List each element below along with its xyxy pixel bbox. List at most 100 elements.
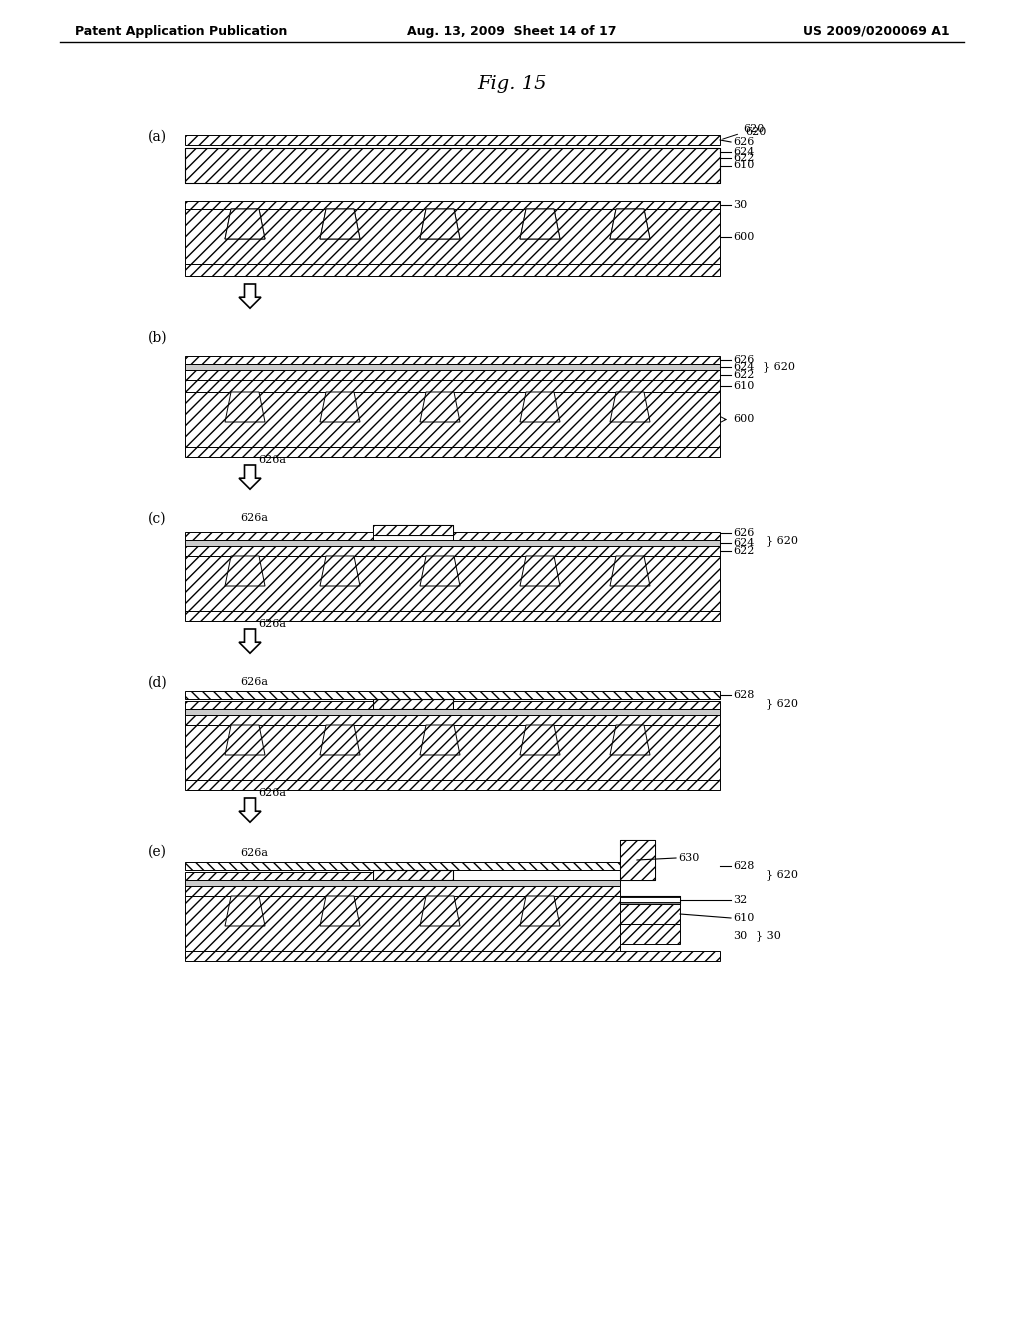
Text: 624: 624 [733,147,755,157]
Polygon shape [319,556,360,586]
Polygon shape [520,896,560,927]
Polygon shape [239,465,261,490]
Text: 610: 610 [733,913,755,923]
Bar [185,896,620,950]
Text: (d): (d) [148,676,168,690]
Bar [185,135,720,145]
Bar [185,532,373,540]
Text: 610: 610 [733,161,755,170]
Polygon shape [225,209,265,239]
Polygon shape [420,209,460,239]
Text: } 620: } 620 [766,870,798,880]
Polygon shape [319,725,360,755]
Bar [185,546,720,556]
Bar [185,149,720,154]
Text: 32: 32 [733,895,748,906]
Text: 622: 622 [733,546,755,556]
Bar [185,873,373,880]
Text: 630: 630 [678,853,699,863]
Polygon shape [225,209,265,239]
Bar [185,886,620,896]
Text: } 620: } 620 [766,698,798,709]
Bar [185,709,720,715]
Text: 626a: 626a [240,513,268,523]
Polygon shape [319,896,360,927]
Text: 600: 600 [733,231,755,242]
Text: 624: 624 [733,539,755,548]
Bar [620,896,680,904]
Bar [620,904,680,924]
Polygon shape [610,209,650,239]
Bar [185,690,720,700]
Bar [185,150,720,161]
Polygon shape [610,392,650,422]
Polygon shape [420,556,460,586]
Bar [185,540,720,546]
Text: 622: 622 [733,370,755,380]
Polygon shape [520,725,560,755]
Text: } 620: } 620 [763,362,795,372]
Bar [185,715,720,725]
Polygon shape [225,896,265,927]
Polygon shape [239,284,261,308]
Polygon shape [225,392,265,422]
Bar [185,725,720,780]
Text: 626: 626 [733,528,755,539]
Bar [185,201,720,209]
Bar [373,525,453,535]
Text: } 620: } 620 [766,536,798,546]
Polygon shape [610,725,650,755]
Text: (e): (e) [148,845,167,859]
Bar [185,148,720,183]
Polygon shape [520,392,560,422]
Bar [185,264,720,276]
Bar [453,701,720,709]
Bar [185,148,720,183]
Text: 626a: 626a [258,619,286,630]
Bar [620,840,655,880]
Text: Aug. 13, 2009  Sheet 14 of 17: Aug. 13, 2009 Sheet 14 of 17 [408,25,616,38]
Text: 30: 30 [733,931,748,941]
Text: } 30: } 30 [756,931,781,941]
Bar [620,840,655,880]
Bar [620,924,680,944]
Bar [185,862,620,870]
Polygon shape [420,209,460,239]
Polygon shape [420,392,460,422]
Text: 626: 626 [733,355,755,366]
Bar [185,356,720,364]
Text: 628: 628 [733,690,755,700]
Text: (a): (a) [148,129,167,144]
Polygon shape [420,896,460,927]
Bar [373,870,453,880]
Bar [185,701,373,709]
Bar [185,447,720,457]
Text: 30: 30 [733,201,748,210]
Text: 600: 600 [733,414,755,425]
Polygon shape [319,209,360,239]
Text: 628: 628 [733,861,755,871]
Text: 626a: 626a [258,788,286,799]
Text: 610: 610 [733,381,755,391]
Bar [185,392,720,447]
Bar [185,380,720,392]
Text: (c): (c) [148,512,167,525]
Text: 620: 620 [745,127,766,137]
Polygon shape [319,209,360,239]
Text: Fig. 15: Fig. 15 [477,75,547,92]
Bar [185,880,620,886]
Bar [185,950,720,961]
Bar [185,556,720,611]
Bar [185,611,720,620]
Text: Patent Application Publication: Patent Application Publication [75,25,288,38]
Bar [373,525,453,535]
Bar [620,896,680,904]
Text: US 2009/0200069 A1: US 2009/0200069 A1 [804,25,950,38]
Bar [185,209,720,264]
Bar [185,364,720,370]
Text: 626: 626 [733,137,755,147]
Text: 622: 622 [733,153,755,162]
Text: 620: 620 [723,124,764,139]
Polygon shape [520,209,560,239]
Polygon shape [319,392,360,422]
